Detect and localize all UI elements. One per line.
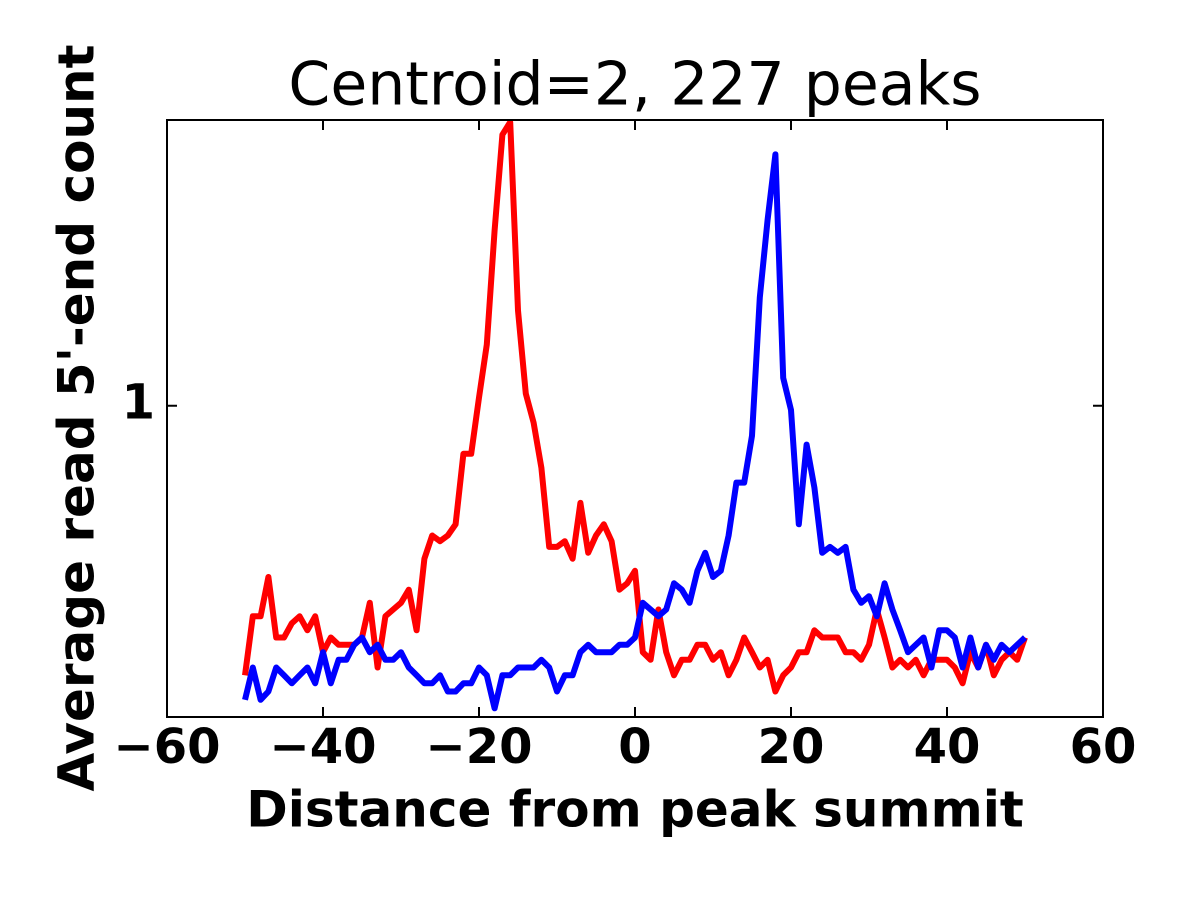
y-axis-label: Average read 5'-end count (48, 44, 106, 791)
x-tick-label: 60 (1070, 719, 1137, 775)
x-tick-label: 40 (914, 719, 981, 775)
x-tick-label: −40 (269, 719, 376, 775)
chart-title: Centroid=2, 227 peaks (288, 50, 981, 120)
x-axis-label: Distance from peak summit (246, 781, 1024, 839)
x-tick-label: −60 (113, 719, 220, 775)
data-line (242, 151, 1028, 712)
x-tick-label: 0 (618, 719, 651, 775)
x-tick-label: 20 (758, 719, 825, 775)
y-tick-label: 1 (122, 375, 155, 431)
x-tick-label: −20 (425, 719, 532, 775)
